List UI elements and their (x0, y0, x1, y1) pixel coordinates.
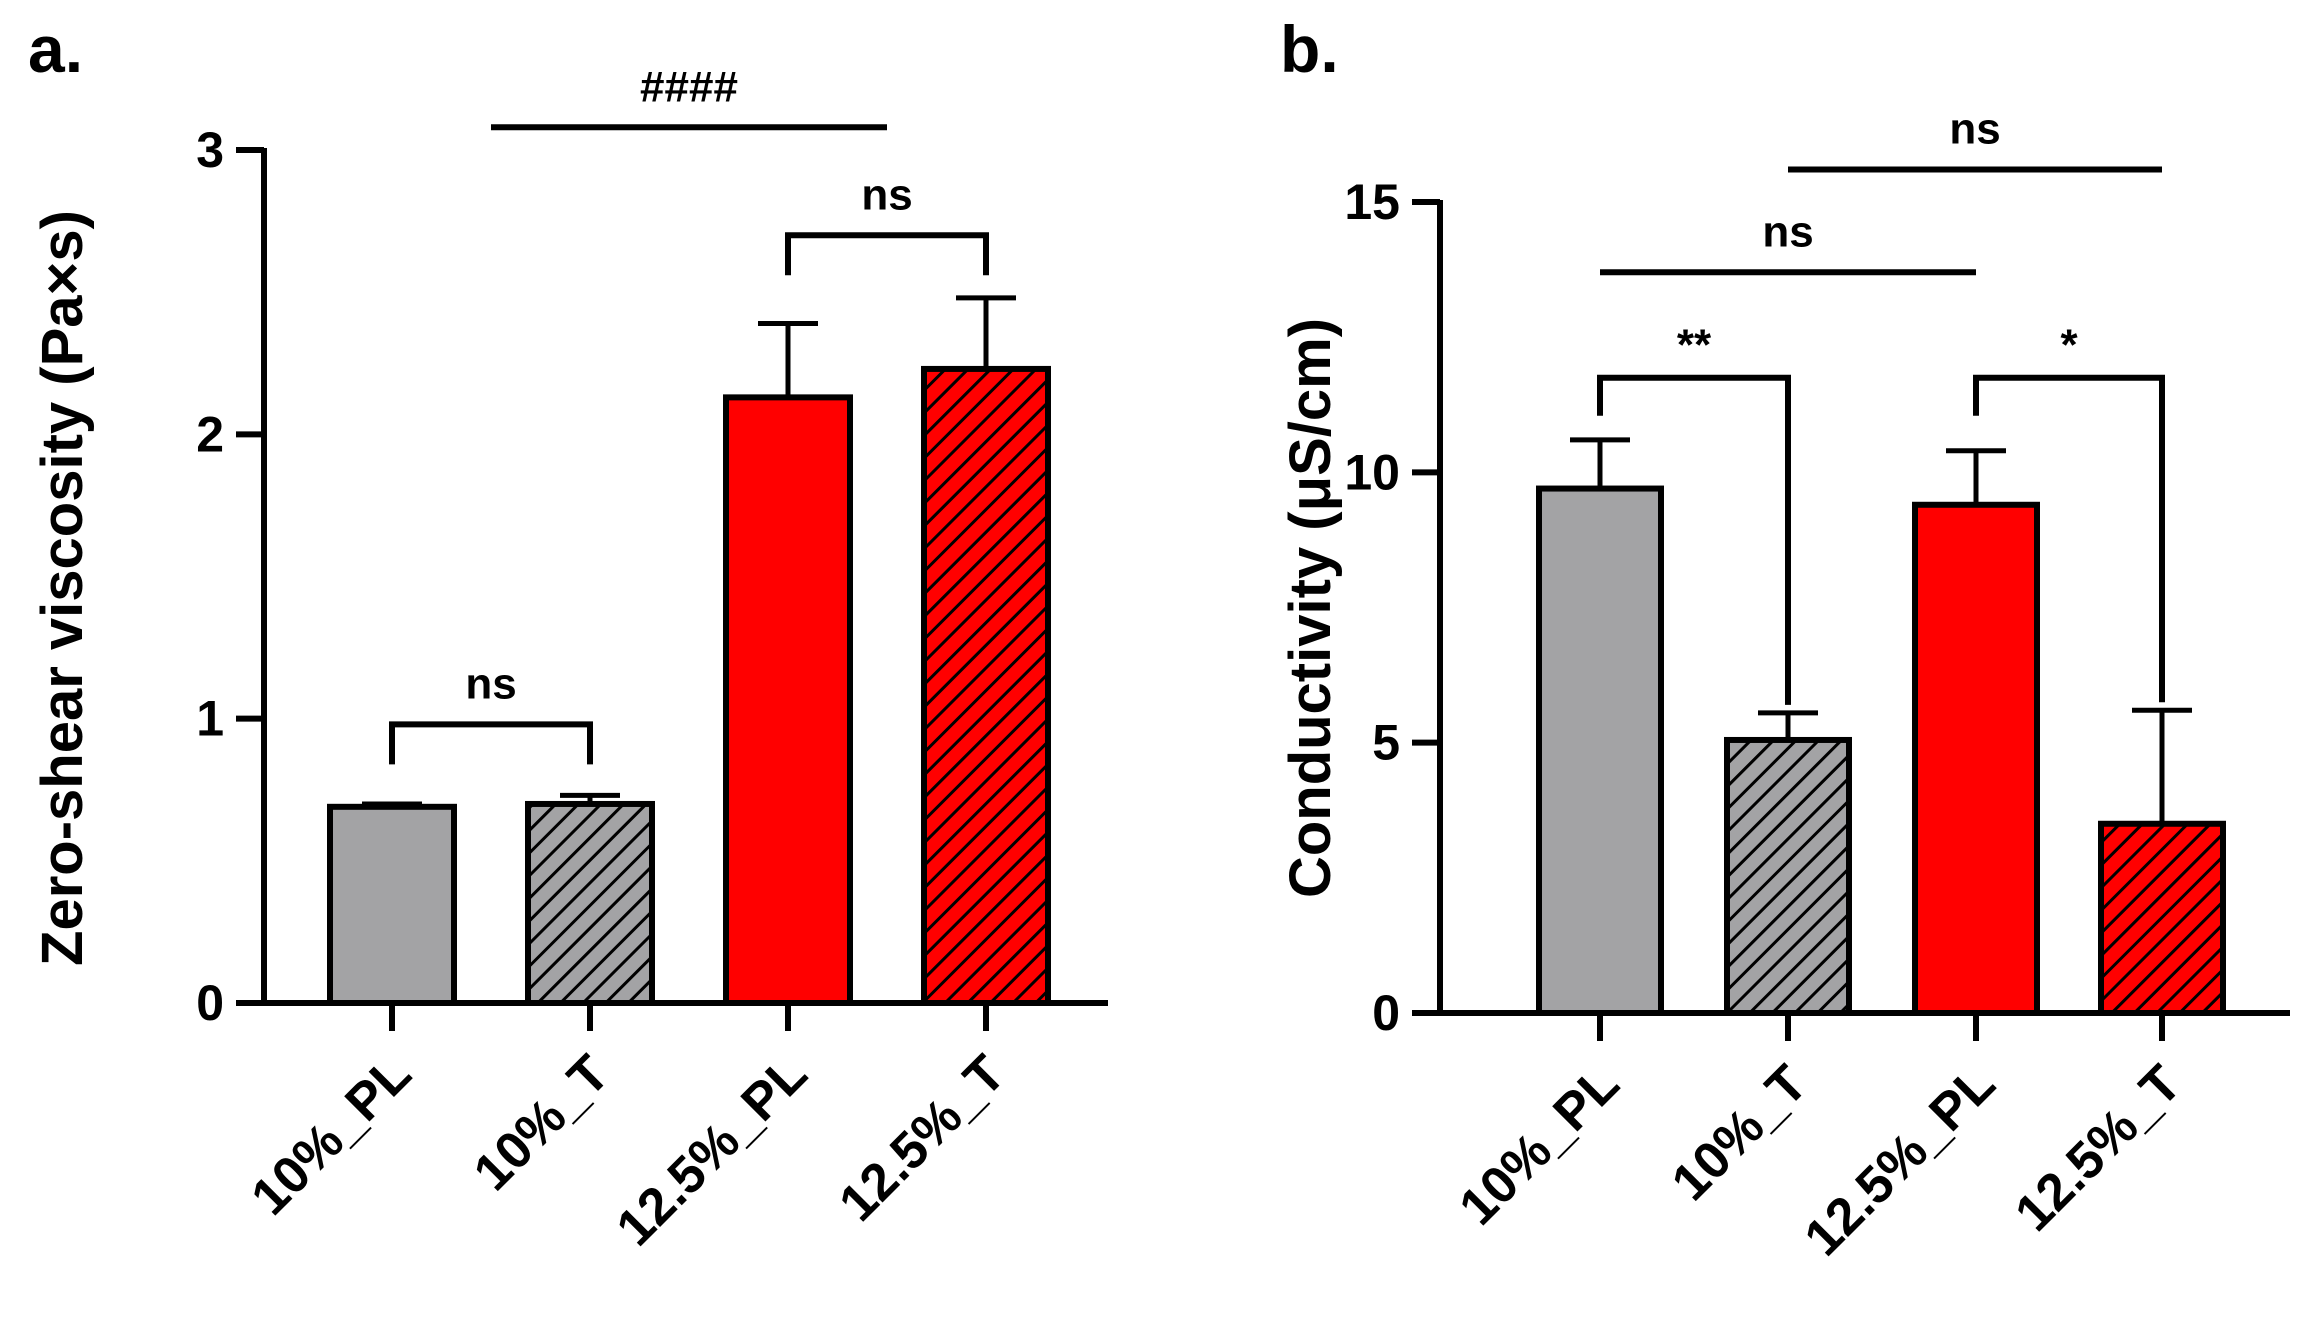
a-y-tick-label: 3 (196, 122, 224, 178)
b-y-tick-label: 10 (1344, 444, 1400, 500)
b-bar-2 (1912, 501, 2040, 1016)
b-significance-bracket (1597, 374, 1791, 705)
b-significance-bracket (1973, 374, 2165, 703)
b-y-tick-label: 5 (1372, 715, 1400, 771)
a-y-tick-label: 1 (196, 691, 224, 747)
panel-a-label: a. (28, 12, 83, 86)
a-category-label: 10%_PL (240, 1044, 422, 1226)
a-bar-2 (723, 394, 853, 1006)
a-category-label: 10%_T (463, 1044, 621, 1202)
a-significance-label: ns (465, 659, 516, 708)
panel-a-plot: 0 1 2 3 10%_PL 10%_T12.5%_PL 12.5%_T ns ns #### (196, 62, 1108, 1257)
a-significance-label: #### (640, 62, 738, 111)
a-bar-0 (327, 803, 457, 1006)
a-y-tick-label: 2 (196, 406, 224, 462)
b-y-tick-label: 15 (1344, 174, 1400, 230)
b-y-tick-label: 0 (1372, 985, 1400, 1041)
b-significance-label: ns (1762, 207, 1813, 256)
a-bar-1 (525, 800, 655, 1007)
a-significance-bracket (389, 721, 593, 765)
panel-b-label: b. (1280, 12, 1339, 86)
a-category-label: 12.5%_T (828, 1044, 1016, 1232)
b-bar-0 (1536, 485, 1664, 1016)
a-category-label: 12.5%_PL (606, 1044, 819, 1257)
b-bar-3 (2098, 820, 2226, 1016)
panel-b-y-axis-title: Conductivity (μS/cm) (1278, 318, 1343, 898)
b-significance-label: * (2060, 321, 2078, 370)
b-category-label: 10%_PL (1448, 1054, 1630, 1236)
panel-a: a. Zero-shear viscosity (Pa×s) 0 1 2 3 10%_P… (28, 12, 1108, 1257)
a-significance-label: ns (861, 170, 912, 219)
b-category-label: 10%_T (1661, 1054, 1819, 1212)
a-significance-bracket (785, 232, 989, 276)
b-category-label: 12.5%_T (2004, 1054, 2192, 1242)
b-bar-1 (1724, 736, 1852, 1016)
panel-a-y-axis-title: Zero-shear viscosity (Pa×s) (30, 210, 95, 966)
a-y-tick-label: 0 (196, 975, 224, 1031)
b-significance-label: ns (1949, 105, 2000, 154)
b-significance-label: ** (1677, 321, 1712, 370)
a-bar-3 (921, 365, 1051, 1007)
panel-b: b. Conductivity (μS/cm) 0 5 10 15 10%_PL 10%_… (1278, 12, 2290, 1267)
b-category-label: 12.5%_PL (1794, 1054, 2007, 1267)
